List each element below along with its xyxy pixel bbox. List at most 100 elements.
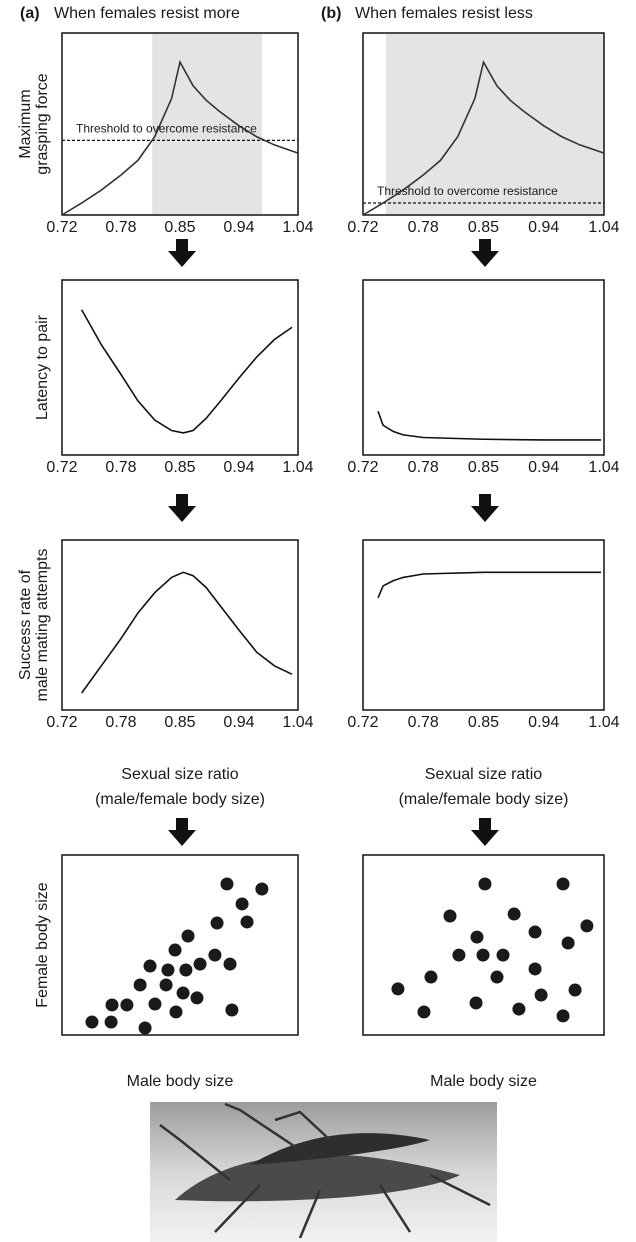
data-point [528, 962, 542, 976]
x-axis-label: (male/female body size) [399, 791, 569, 808]
x-tick-label: 1.04 [282, 219, 313, 236]
data-point [220, 877, 234, 891]
insect-body [250, 1133, 430, 1165]
data-point [208, 948, 222, 962]
plot-frame [61, 854, 299, 1036]
data-point [534, 988, 548, 1002]
plot-frame [362, 539, 605, 711]
x-tick-label: 0.94 [528, 714, 559, 731]
data-point [469, 996, 483, 1010]
x-tick-label: 0.94 [528, 219, 559, 236]
panel-label: (b) [321, 5, 341, 22]
x-tick-label: 0.72 [46, 714, 77, 731]
insect-leg [214, 1184, 261, 1233]
data-point [143, 959, 157, 973]
curve [362, 59, 605, 216]
data-point [478, 877, 492, 891]
arrow [471, 494, 499, 522]
x-axis-label: Male body size [127, 1073, 234, 1090]
x-tick-label: 0.72 [347, 459, 378, 476]
data-point [443, 909, 457, 923]
data-point [424, 970, 438, 984]
arrow [168, 494, 196, 522]
plot-frame [362, 854, 605, 1036]
y-axis-label: Female body size [34, 882, 51, 1007]
data-point [417, 1005, 431, 1019]
x-tick-label: 0.72 [347, 714, 378, 731]
data-point [223, 957, 237, 971]
x-axis-label: Male body size [430, 1073, 537, 1090]
y-axis-label: Maximum [17, 89, 34, 158]
x-tick-label: 1.04 [588, 459, 619, 476]
x-tick-label: 0.85 [468, 714, 499, 731]
arrows [168, 239, 499, 846]
x-tick-label: 0.78 [408, 219, 439, 236]
data-point [210, 916, 224, 930]
plot-frame [61, 279, 299, 456]
data-point [133, 978, 147, 992]
x-tick-label: 0.85 [164, 459, 195, 476]
y-axis-label: male mating attempts [34, 549, 51, 702]
data-point [190, 991, 204, 1005]
arrow [471, 239, 499, 267]
data-point [104, 1015, 118, 1029]
data-point [470, 930, 484, 944]
plot-frame [362, 279, 605, 456]
data-point [225, 1003, 239, 1017]
data-point [391, 982, 405, 996]
x-tick-label: 0.94 [223, 459, 254, 476]
y-axis-label: Latency to pair [34, 314, 51, 420]
y-axis-label: grasping force [34, 73, 51, 174]
data-point [561, 936, 575, 950]
data-point [235, 897, 249, 911]
x-axis-label: Sexual size ratio [425, 766, 542, 783]
data-point [161, 963, 175, 977]
x-tick-label: 0.94 [528, 459, 559, 476]
curve [377, 571, 601, 599]
data-point [181, 929, 195, 943]
shaded-region [386, 33, 604, 215]
x-tick-label: 0.85 [164, 219, 195, 236]
data-point [255, 882, 269, 896]
panel-label: (a) [20, 5, 40, 22]
data-point [179, 963, 193, 977]
data-point [193, 957, 207, 971]
x-tick-label: 1.04 [282, 714, 313, 731]
x-axis-label: (male/female body size) [95, 791, 265, 808]
data-point [507, 907, 521, 921]
data-point [556, 877, 570, 891]
insect-leg [429, 1173, 491, 1207]
arrow [168, 239, 196, 267]
x-tick-label: 0.72 [46, 219, 77, 236]
insect-leg [159, 1124, 231, 1181]
curve [61, 59, 299, 216]
insect-photo [150, 1102, 497, 1242]
x-tick-label: 0.85 [164, 714, 195, 731]
x-tick-label: 0.94 [223, 714, 254, 731]
data-point [120, 998, 134, 1012]
data-point [148, 997, 162, 1011]
data-point [452, 948, 466, 962]
insect-leg [298, 1189, 322, 1239]
curve [377, 410, 601, 441]
threshold-label: Threshold to overcome resistance [76, 122, 257, 136]
data-point [580, 919, 594, 933]
data-point [240, 915, 254, 929]
panel-title: When females resist less [355, 5, 533, 22]
data-point [556, 1009, 570, 1023]
insect-antenna [274, 1110, 331, 1141]
data-point [169, 1005, 183, 1019]
x-axis-label: Sexual size ratio [121, 766, 238, 783]
x-tick-label: 0.78 [105, 459, 136, 476]
threshold-label: Threshold to overcome resistance [377, 184, 558, 198]
data-point [105, 998, 119, 1012]
data-point [168, 943, 182, 957]
x-tick-label: 0.94 [223, 219, 254, 236]
y-axis-label: Success rate of [17, 569, 34, 680]
x-tick-label: 1.04 [588, 714, 619, 731]
shaded-region [152, 33, 263, 215]
x-tick-label: 0.78 [408, 714, 439, 731]
plot-frame [61, 539, 299, 711]
x-tick-label: 0.78 [408, 459, 439, 476]
